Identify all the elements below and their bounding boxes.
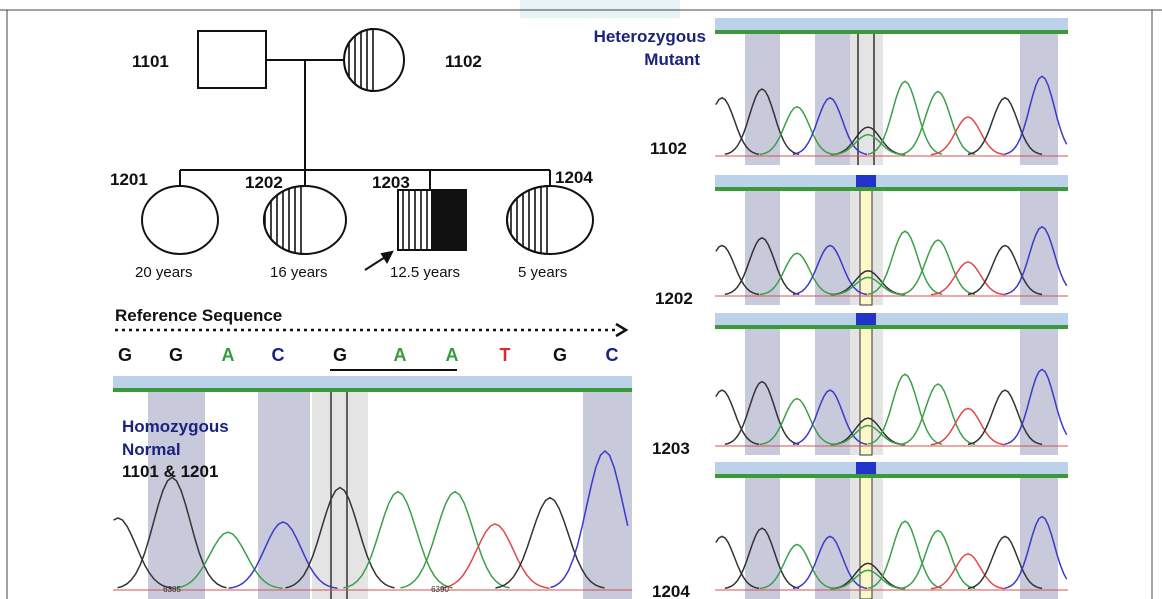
sample-label: 1102 (650, 139, 687, 158)
position-label: 6390 (431, 585, 449, 594)
watermark (520, 0, 680, 18)
chrom-header-line (715, 30, 1068, 34)
chrom-shade (583, 390, 632, 599)
female-1201 (142, 186, 218, 254)
chrom-cursor (860, 476, 872, 599)
age-label: 5 years (518, 264, 567, 281)
figure: 1101 1102 1201 1202 1203 1204 20 years 1… (0, 0, 1162, 599)
age-label: 20 years (135, 264, 193, 281)
chrom-header (715, 18, 1068, 30)
chrom-header (715, 313, 1068, 325)
figure-canvas: 1101 1102 1201 1202 1203 1204 20 years 1… (0, 0, 1162, 599)
age-label: 12.5 years (390, 264, 460, 281)
base-letter: C (272, 345, 285, 365)
base-letter: G (333, 345, 347, 365)
chrom-header-line (715, 187, 1068, 191)
base-letter: A (394, 345, 407, 365)
panel-label: Heterozygous (594, 27, 706, 46)
chrom-shade (258, 390, 310, 599)
panel-label: Mutant (644, 50, 700, 69)
pedigree (142, 29, 593, 270)
id-label: 1201 (110, 170, 148, 189)
chrom-header-mark (856, 462, 876, 474)
id-label: 1101 (132, 52, 169, 71)
chrom-header-line (715, 474, 1068, 478)
chrom-shade (312, 390, 368, 599)
base-letter: T (500, 345, 511, 365)
base-letter: C (606, 345, 619, 365)
chrom-header (113, 376, 632, 388)
reference-title: Reference Sequence (115, 306, 282, 325)
members-label: 1101 & 1201 (122, 462, 218, 481)
male-1101 (198, 31, 266, 88)
position-label: 6385 (163, 585, 181, 594)
chrom-header-mark (856, 175, 876, 187)
chrom-header-line (715, 325, 1068, 329)
sample-label: 1202 (655, 289, 693, 308)
chrom-cursor (860, 327, 872, 455)
chrom-header (715, 462, 1068, 474)
id-label: 1204 (555, 168, 593, 187)
chrom-cursor (860, 189, 872, 305)
sample-label: 1203 (652, 439, 690, 458)
base-letter: G (553, 345, 567, 365)
sample-label: 1204 (652, 582, 690, 599)
base-letter: G (118, 345, 132, 365)
base-letter: G (169, 345, 183, 365)
base-letter: A (222, 345, 235, 365)
chrom-header-mark (856, 313, 876, 325)
chrom-header-line (113, 388, 632, 392)
panel-label: Homozygous (122, 417, 229, 436)
chrom-header (715, 175, 1068, 187)
age-label: 16 years (270, 264, 328, 281)
chrom-shade (850, 32, 883, 165)
id-label: 1102 (445, 52, 482, 71)
id-label: 1202 (245, 173, 283, 192)
panel-label: Normal (122, 440, 181, 459)
base-letter: A (446, 345, 459, 365)
id-label: 1203 (372, 173, 410, 192)
